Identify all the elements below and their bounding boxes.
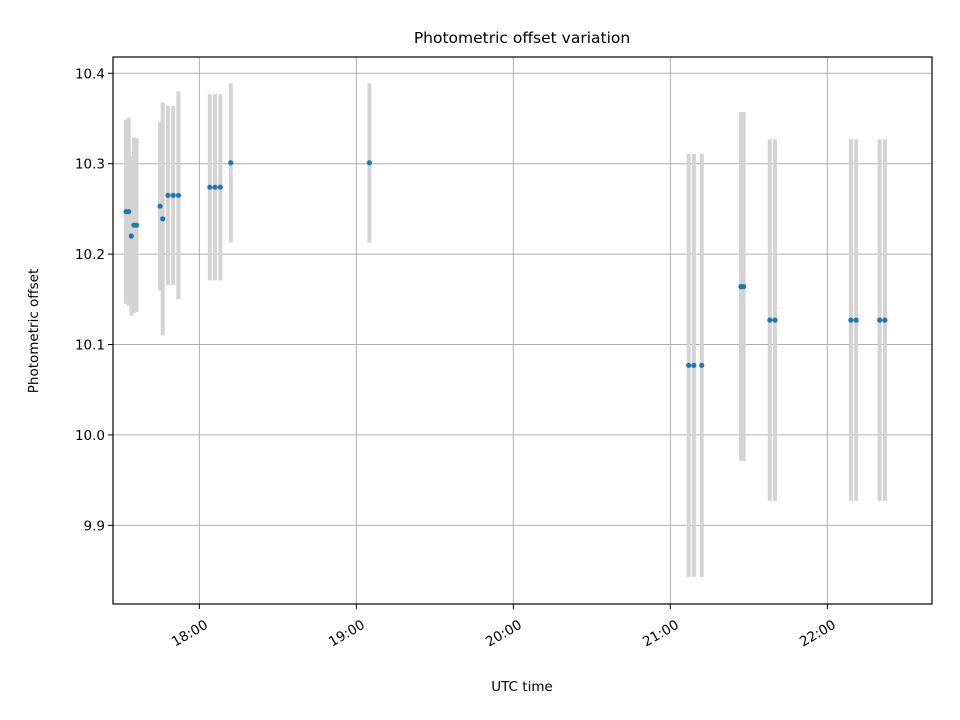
y-tick-label: 10.2 <box>75 247 105 263</box>
y-tick-label: 10.0 <box>75 428 105 444</box>
data-point <box>691 362 697 368</box>
x-axis-ticks: 18:00 19:00 20:00 21:00 22:00 <box>169 604 839 650</box>
data-point <box>126 209 132 215</box>
y-tick-label: 10.4 <box>75 66 105 82</box>
data-point <box>686 362 692 368</box>
x-axis-label: UTC time <box>491 679 553 695</box>
y-axis-ticks: 9.9 10.0 10.1 10.2 10.3 10.4 <box>75 66 113 534</box>
data-point <box>767 317 773 323</box>
x-tick-label: 21:00 <box>640 617 682 650</box>
data-point <box>228 160 234 166</box>
plot-frame <box>112 56 933 605</box>
data-points <box>123 160 888 368</box>
grid <box>113 57 932 604</box>
data-point <box>212 184 218 190</box>
y-tick-label: 10.1 <box>75 338 105 354</box>
y-tick-label: 9.9 <box>84 518 105 534</box>
data-point <box>882 317 888 323</box>
data-point <box>175 192 182 198</box>
y-tick-label: 10.3 <box>75 157 105 173</box>
error-bars <box>124 83 887 577</box>
data-point <box>699 362 705 368</box>
data-point <box>160 216 166 222</box>
x-tick-label: 20:00 <box>483 617 525 650</box>
data-point <box>165 192 171 198</box>
data-point <box>217 184 223 190</box>
data-point <box>128 233 134 239</box>
data-point <box>741 284 747 290</box>
data-point <box>366 160 373 166</box>
data-point <box>157 203 163 209</box>
y-axis-label: Photometric offset <box>26 269 42 393</box>
data-point <box>772 317 778 323</box>
data-point <box>853 317 859 323</box>
data-point <box>133 222 140 228</box>
data-point <box>848 317 854 323</box>
x-tick-label: 19:00 <box>326 617 368 650</box>
data-point <box>170 192 176 198</box>
x-tick-label: 22:00 <box>797 617 839 650</box>
data-point <box>877 317 883 323</box>
chart-title: Photometric offset variation <box>414 29 630 47</box>
data-point <box>207 184 213 190</box>
x-tick-label: 18:00 <box>169 617 211 650</box>
